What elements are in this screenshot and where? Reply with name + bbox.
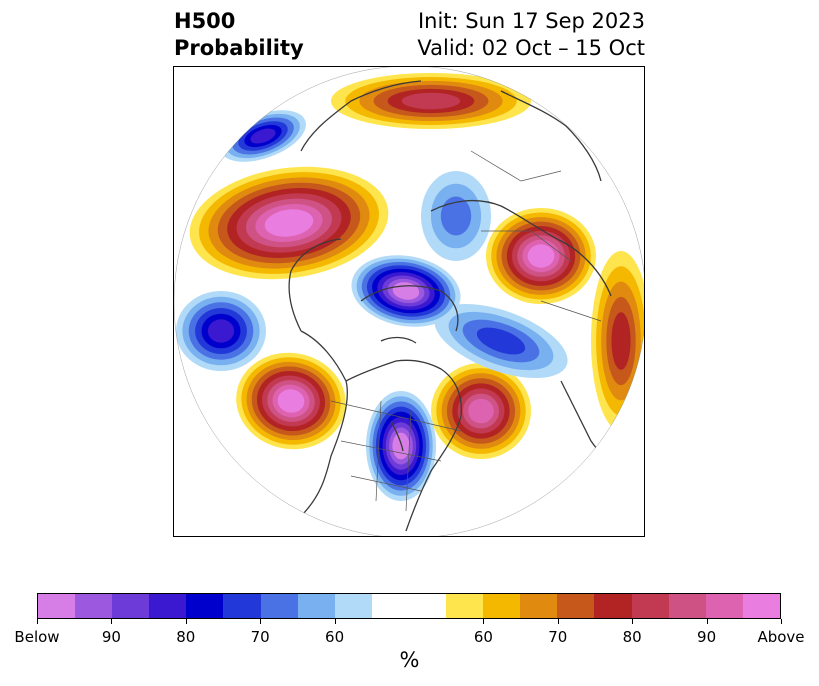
colorbar-tick-mark (483, 619, 485, 624)
colorbar-segment (260, 594, 298, 618)
colorbar-segment (483, 594, 521, 618)
colorbar-tick-mark (185, 619, 187, 624)
colorbar-tick-label: 80 (622, 628, 642, 646)
colorbar-tick-mark (632, 619, 634, 624)
coastlines (288, 80, 627, 532)
colorbar-segment (223, 594, 261, 618)
colorbar-tick-mark (260, 619, 262, 624)
map-date-info: Init: Sun 17 Sep 2023 Valid: 02 Oct – 15… (417, 8, 645, 62)
colorbar-segment (557, 594, 595, 618)
above-normal-contour (401, 92, 461, 110)
above-normal-contour (264, 209, 314, 237)
colorbar-tick-mark (111, 619, 113, 624)
below-normal-contour (250, 128, 276, 144)
anomaly-fields (176, 73, 644, 501)
init-date: Init: Sun 17 Sep 2023 (417, 9, 645, 33)
colorbar-segment (408, 594, 447, 618)
country-borders (330, 150, 602, 512)
colorbar-tick-label: 60 (473, 628, 493, 646)
colorbar-tick-mark (706, 619, 708, 624)
colorbar (37, 593, 781, 619)
colorbar-tick-label: Above (757, 628, 805, 646)
colorbar-segment (520, 594, 558, 618)
polar-map (174, 67, 644, 536)
below-normal-contour (392, 432, 410, 460)
colorbar-segment (112, 594, 150, 618)
colorbar-segment (668, 594, 706, 618)
colorbar-tick-label: Below (14, 628, 60, 646)
colorbar-segment (186, 594, 224, 618)
title-subtitle: Probability (174, 36, 304, 60)
colorbar-segment (334, 594, 372, 618)
title-variable: H500 (174, 9, 236, 33)
colorbar-segment (149, 594, 187, 618)
colorbar-segment (38, 594, 76, 618)
above-normal-contour (468, 398, 494, 424)
colorbar-segment (371, 594, 409, 618)
colorbar-tick-label: 80 (176, 628, 196, 646)
colorbar-segment (446, 594, 484, 618)
below-normal-contour (476, 327, 526, 355)
colorbar-tick-label: 60 (325, 628, 345, 646)
map-title: H500 Probability (174, 8, 304, 62)
colorbar-segment (75, 594, 113, 618)
colorbar-tick-label: 90 (101, 628, 121, 646)
below-normal-contour (440, 196, 472, 236)
below-normal-contour (207, 319, 235, 343)
colorbar-tick-mark (334, 619, 336, 624)
colorbar-unit-label: % (399, 648, 420, 672)
valid-range: Valid: 02 Oct – 15 Oct (417, 36, 645, 60)
colorbar-segment (297, 594, 335, 618)
colorbar-tick-label: 90 (697, 628, 717, 646)
colorbar-tick-mark (37, 619, 38, 624)
colorbar-tick-label: 70 (250, 628, 270, 646)
colorbar-tick-mark (781, 619, 782, 624)
colorbar-segment (631, 594, 669, 618)
above-normal-contour (277, 389, 305, 413)
colorbar-segment (742, 594, 780, 618)
colorbar-tick-label: 70 (548, 628, 568, 646)
above-normal-contour (611, 312, 631, 370)
colorbar-segment (594, 594, 632, 618)
above-normal-contour (527, 244, 555, 268)
colorbar-segment (705, 594, 743, 618)
colorbar-tick-mark (557, 619, 559, 624)
map-panel (173, 66, 645, 537)
